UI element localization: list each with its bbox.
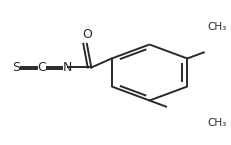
Text: CH₃: CH₃ [208, 22, 227, 32]
Text: O: O [83, 28, 92, 41]
Text: N: N [63, 61, 72, 74]
Text: CH₃: CH₃ [208, 118, 227, 128]
Text: S: S [12, 61, 20, 74]
Text: C: C [38, 61, 46, 74]
